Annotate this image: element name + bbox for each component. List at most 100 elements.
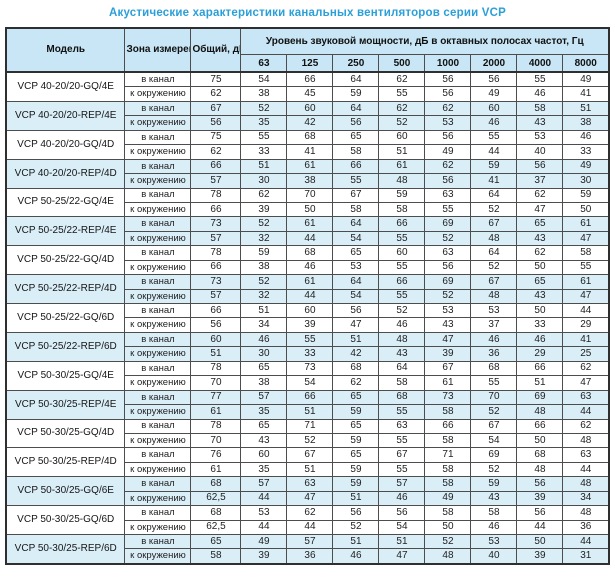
level-cell: 58 bbox=[516, 100, 564, 117]
level-cell: 58 bbox=[424, 461, 472, 478]
level-cell: 55 bbox=[378, 404, 426, 420]
level-cell: 48 bbox=[562, 432, 610, 449]
level-cell: 66 bbox=[378, 274, 426, 290]
level-cell: 32 bbox=[240, 230, 288, 247]
table-body: VCP 40-20/20-GQ/4E в канал 75 54 66 64 62 56 56 5… bbox=[5, 71, 610, 565]
total-dba-cell: 60 bbox=[190, 331, 242, 348]
level-cell: 37 bbox=[470, 317, 518, 333]
level-cell: 53 bbox=[424, 302, 472, 319]
level-cell: 52 bbox=[424, 230, 472, 247]
table-row: к окружению 57 32 44 54 55 52 48 43 47 bbox=[6, 288, 610, 305]
level-cell: 73 bbox=[286, 360, 334, 377]
level-cell: 62 bbox=[378, 71, 426, 88]
level-cell: 54 bbox=[332, 288, 380, 305]
level-cell: 41 bbox=[286, 144, 334, 160]
level-cell: 46 bbox=[516, 331, 564, 348]
level-cell: 59 bbox=[332, 404, 380, 420]
level-cell: 49 bbox=[562, 71, 610, 88]
level-cell: 49 bbox=[470, 86, 518, 102]
level-cell: 58 bbox=[378, 201, 426, 218]
level-cell: 64 bbox=[332, 100, 380, 117]
level-cell: 66 bbox=[516, 418, 564, 434]
level-cell: 64 bbox=[470, 187, 518, 203]
level-cell: 41 bbox=[562, 331, 610, 348]
table-row: к окружению 66 39 50 58 58 55 52 47 50 bbox=[6, 201, 610, 218]
level-cell: 58 bbox=[562, 245, 610, 261]
table-row: к окружению 56 34 39 47 46 43 37 33 29 bbox=[6, 317, 610, 333]
level-cell: 38 bbox=[240, 375, 288, 391]
level-cell: 32 bbox=[240, 288, 288, 305]
level-cell: 55 bbox=[378, 230, 426, 247]
level-cell: 63 bbox=[424, 187, 472, 203]
level-cell: 62 bbox=[240, 187, 288, 203]
level-cell: 65 bbox=[332, 418, 380, 434]
table-row: VCP 40-20/20-REP/4E в канал 67 52 60 64 62 62 60… bbox=[5, 100, 610, 131]
level-cell: 71 bbox=[286, 418, 334, 434]
table-row: VCP 50-25/22-REP/4D в канал 73 52 61 64 66 69 67… bbox=[5, 274, 610, 304]
level-cell: 44 bbox=[240, 490, 288, 507]
level-cell: 44 bbox=[286, 230, 334, 247]
level-cell: 73 bbox=[424, 389, 472, 406]
level-cell: 60 bbox=[378, 245, 426, 261]
level-cell: 63 bbox=[378, 418, 426, 434]
level-cell: 48 bbox=[378, 173, 426, 189]
level-cell: 51 bbox=[378, 533, 426, 550]
level-cell: 49 bbox=[424, 490, 472, 507]
level-cell: 55 bbox=[378, 461, 426, 478]
table-row: VCP 50-30/25-REP/4E в канал 77 57 66 65 68 73 70… bbox=[5, 389, 610, 420]
level-cell: 48 bbox=[562, 476, 610, 492]
col-header-freq-2000: 2000 bbox=[470, 54, 518, 73]
model-cell: VCP 50-30/25-REP/4E bbox=[5, 389, 126, 420]
table-row: к окружению 57 32 44 54 55 52 48 43 47 bbox=[6, 230, 610, 247]
level-cell: 46 bbox=[378, 317, 426, 333]
total-dba-cell: 51 bbox=[190, 346, 242, 362]
level-cell: 51 bbox=[516, 375, 564, 391]
level-cell: 63 bbox=[562, 389, 610, 406]
zone-cell: в канал bbox=[124, 71, 192, 88]
total-dba-cell: 61 bbox=[190, 461, 242, 478]
zone-cell: к окружению bbox=[124, 115, 192, 131]
level-cell: 53 bbox=[424, 115, 472, 131]
zone-cell: в канал bbox=[124, 533, 192, 550]
model-cell: VCP 40-20/20-GQ/4E bbox=[5, 71, 126, 102]
table-row: VCP 50-30/25-GQ/6E в канал 68 57 63 59 57 58 59 5… bbox=[5, 476, 610, 507]
level-cell: 67 bbox=[470, 274, 518, 290]
total-dba-cell: 77 bbox=[190, 389, 242, 406]
col-header-freq-125: 125 bbox=[286, 54, 334, 73]
level-cell: 61 bbox=[378, 158, 426, 175]
level-cell: 49 bbox=[240, 533, 288, 550]
table-row: VCP 50-25/22-REP/4E в канал 73 52 61 64 66 69 67… bbox=[5, 216, 610, 247]
level-cell: 46 bbox=[378, 490, 426, 507]
level-cell: 54 bbox=[332, 230, 380, 247]
total-dba-cell: 78 bbox=[190, 418, 242, 434]
level-cell: 48 bbox=[470, 230, 518, 247]
table-row: VCP 50-25/22-GQ/4D в канал 78 59 68 65 60 63 64 6… bbox=[5, 245, 610, 276]
level-cell: 56 bbox=[516, 158, 564, 175]
zone-cell: в канал bbox=[124, 331, 192, 348]
model-cell: VCP 50-25/22-REP/4E bbox=[5, 216, 126, 247]
level-cell: 50 bbox=[286, 201, 334, 218]
level-cell: 41 bbox=[470, 173, 518, 189]
level-cell: 58 bbox=[378, 375, 426, 391]
level-cell: 53 bbox=[470, 302, 518, 319]
col-header-octave-group: Уровень звуковой мощности, дБ в октавных… bbox=[240, 27, 610, 55]
level-cell: 51 bbox=[286, 461, 334, 478]
level-cell: 55 bbox=[286, 331, 334, 348]
level-cell: 44 bbox=[562, 302, 610, 319]
level-cell: 55 bbox=[378, 259, 426, 276]
table-row: к окружению 62 38 45 59 55 56 49 46 41 bbox=[6, 86, 610, 102]
level-cell: 67 bbox=[286, 447, 334, 463]
table-row: к окружению 58 39 36 46 47 48 40 39 31 bbox=[6, 548, 610, 565]
total-dba-cell: 78 bbox=[190, 187, 242, 203]
level-cell: 49 bbox=[424, 144, 472, 160]
level-cell: 46 bbox=[562, 129, 610, 146]
level-cell: 52 bbox=[378, 115, 426, 131]
level-cell: 64 bbox=[378, 360, 426, 377]
col-header-total: Общий, дБА bbox=[190, 27, 242, 73]
level-cell: 50 bbox=[562, 201, 610, 218]
table-row: VCP 50-30/25-REP/6D в канал 65 49 57 51 51 52 53… bbox=[5, 533, 610, 565]
level-cell: 56 bbox=[516, 476, 564, 492]
level-cell: 35 bbox=[240, 404, 288, 420]
zone-cell: к окружению bbox=[124, 144, 192, 160]
level-cell: 30 bbox=[562, 173, 610, 189]
